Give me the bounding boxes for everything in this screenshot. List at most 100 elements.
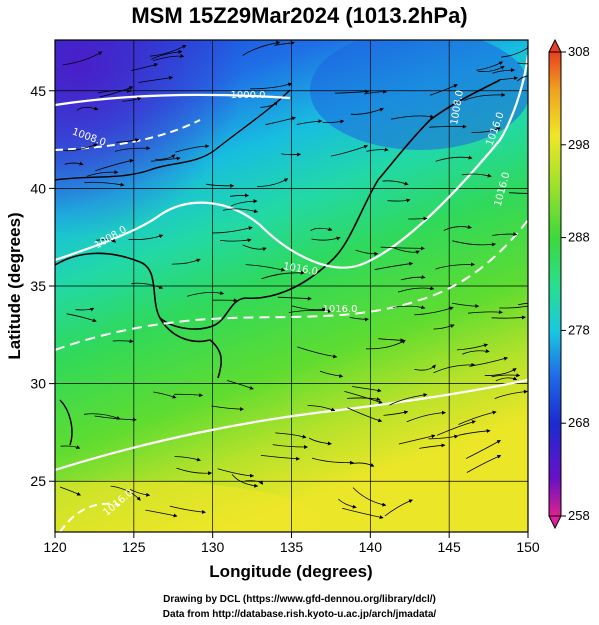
x-tick-label: 120: [43, 539, 67, 555]
streamline: [466, 440, 501, 459]
streamline: [59, 486, 82, 496]
pressure-contours: [55, 54, 528, 532]
streamline: [138, 75, 174, 83]
coastlines: [55, 79, 501, 446]
streamline: [451, 302, 480, 309]
credit-data-source: Data from http://database.rish.kyoto-u.a…: [162, 609, 437, 620]
streamline: [476, 61, 503, 71]
streamline: [389, 392, 428, 406]
streamline: [491, 373, 521, 378]
streamline: [393, 247, 420, 255]
streamline: [66, 313, 97, 323]
streamline: [63, 143, 98, 152]
streamline: [187, 290, 225, 297]
streamline: [435, 262, 475, 270]
streamline: [260, 101, 278, 108]
streamline: [494, 389, 528, 399]
streamline: [383, 410, 409, 416]
streamline: [347, 407, 383, 423]
streamline: [382, 180, 409, 186]
streamline: [366, 147, 389, 152]
colorbar-tick-label: 298: [568, 137, 590, 152]
streamline: [380, 246, 425, 251]
streamline: [226, 380, 254, 390]
x-tick-label: 150: [516, 539, 540, 555]
streamline: [281, 152, 302, 157]
streamline: [76, 106, 99, 111]
streamline: [492, 232, 518, 237]
streamline: [495, 376, 518, 382]
streamline: [478, 65, 505, 73]
streamline: [86, 170, 119, 177]
streamline: [250, 82, 293, 90]
streamline: [297, 346, 338, 359]
streamline: [311, 457, 354, 465]
y-tick-label: 45: [30, 83, 46, 99]
streamline: [261, 270, 305, 280]
streamline: [436, 420, 476, 436]
colorbar-scale: [548, 51, 562, 517]
streamline: [99, 86, 134, 98]
streamline: [352, 487, 387, 507]
streamline: [509, 192, 528, 194]
streamline: [492, 68, 515, 74]
streamline: [406, 410, 446, 423]
streamline: [151, 156, 181, 162]
streamline: [175, 144, 210, 153]
streamline: [516, 75, 528, 82]
y-tick-label: 25: [30, 473, 46, 489]
x-axis-label: Longitude (degrees): [209, 562, 372, 581]
streamline: [308, 437, 332, 446]
colorbar-tick-label: 288: [568, 230, 590, 245]
y-tick-label: 40: [30, 180, 46, 196]
streamline: [128, 234, 164, 241]
contour-label: 1016.0: [323, 304, 358, 315]
streamline: [307, 405, 336, 412]
streamline: [471, 127, 501, 133]
wind-streamlines: [59, 40, 528, 520]
streamline: [245, 480, 264, 485]
streamline: [408, 216, 428, 221]
streamline: [391, 114, 435, 120]
streamline: [277, 296, 312, 301]
streamline: [272, 444, 309, 450]
streamline: [145, 509, 178, 518]
streamline: [322, 119, 345, 124]
streamline: [95, 158, 134, 172]
streamline: [352, 386, 382, 393]
streamline: [260, 455, 301, 461]
streamline: [419, 443, 446, 449]
streamline: [129, 488, 151, 497]
streamline: [231, 199, 258, 207]
streamline: [458, 410, 497, 425]
streamline: [151, 49, 183, 60]
contour-label: 1000.0: [231, 90, 266, 101]
streamline: [64, 161, 84, 166]
streamline: [84, 413, 121, 420]
y-tick-label: 35: [30, 278, 46, 294]
chart-title: MSM 15Z29Mar2024 (1013.2hPa): [131, 3, 468, 28]
streamline: [330, 144, 369, 157]
streamline: [484, 368, 517, 376]
streamline: [461, 173, 492, 178]
streamline: [384, 499, 414, 517]
streamline: [349, 317, 369, 322]
streamline: [435, 155, 473, 162]
x-tick-label: 125: [122, 539, 146, 555]
streamline: [153, 391, 177, 399]
streamline: [414, 306, 454, 316]
colorbar-tick-label: 258: [568, 508, 590, 523]
streamline: [229, 193, 249, 198]
streamline: [112, 339, 134, 344]
streamline: [428, 434, 459, 440]
streamline: [517, 62, 528, 65]
streamline: [155, 154, 176, 160]
streamline: [205, 183, 235, 188]
streamline: [114, 146, 151, 152]
streamline: [414, 364, 436, 371]
streamline: [274, 41, 295, 46]
streamline: [131, 282, 164, 290]
streamline: [110, 485, 141, 501]
streamline: [338, 498, 357, 509]
streamline: [462, 349, 490, 355]
